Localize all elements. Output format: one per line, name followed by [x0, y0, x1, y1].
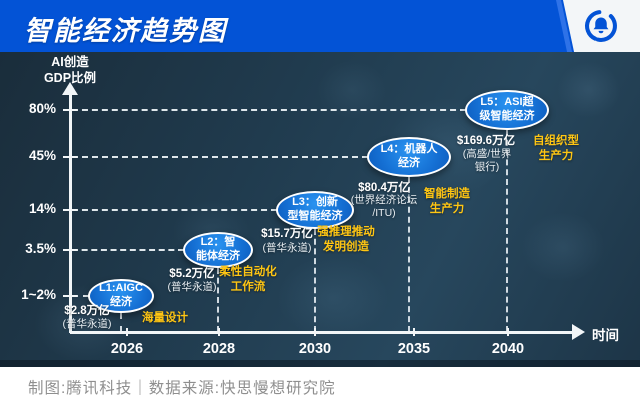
dropline-2035 [408, 177, 410, 332]
x-tick-label: 2040 [491, 341, 525, 357]
chart-bottom-shade [0, 360, 640, 367]
stage-bubble-l4: L4：机器人 经济 [367, 137, 451, 177]
stage-feature-l5: 自组织型 生产力 [533, 135, 579, 162]
stage-bubble-l2: L2：智 能体经济 [183, 232, 253, 268]
stage-feature-l2: 柔性自动化 工作流 [219, 266, 277, 293]
trend-chart: AI创造 GDP比例 时间 80% 45% 14% 3.5% 1~2% 2026… [0, 52, 640, 367]
y-tick-label: 1~2% [21, 287, 56, 302]
tencent-tech-bell-logo-icon [583, 8, 619, 44]
y-tick-label: 80% [28, 101, 56, 116]
stage-feature-l1: 海量设计 [142, 312, 188, 324]
y-tick-mark [63, 109, 77, 111]
y-tick-mark [63, 209, 77, 211]
y-axis [69, 94, 72, 333]
dropline-2028 [217, 268, 219, 332]
y-tick-label: 3.5% [25, 241, 56, 256]
x-tick-label: 2030 [298, 341, 332, 357]
stage-bubble-l1: L1:AIGC 经济 [88, 279, 154, 313]
y-tick-label: 45% [28, 148, 56, 163]
stage-value-l5: $169.6万亿 [456, 135, 516, 147]
x-tick-mark [413, 328, 415, 336]
x-tick-label: 2026 [110, 341, 144, 357]
gridline-3-5pct [72, 249, 184, 251]
stage-value-l4: $80.4万亿 [358, 182, 410, 194]
stage-feature-l3: 强推理推动 发明创造 [317, 226, 375, 253]
y-tick-mark [63, 249, 77, 251]
footer-bar: 制图:腾讯科技｜数据来源:快思慢想研究院 [0, 367, 640, 415]
header-bar: 智能经济趋势图 [0, 0, 640, 52]
stage-source-l2: (普华永道) [167, 281, 217, 293]
stage-source-l5: (高盛/世界 银行) [462, 148, 512, 173]
y-axis-title: AI创造 GDP比例 [43, 55, 97, 86]
stage-source-l3: (普华永道) [262, 242, 312, 254]
x-tick-mark [218, 328, 220, 336]
x-axis [70, 331, 575, 334]
stage-source-l1: (普华永道) [62, 318, 112, 330]
x-axis-title: 时间 [592, 328, 619, 343]
dropline-2026 [120, 313, 122, 332]
dropline-2040 [506, 130, 508, 332]
credit-line: 制图:腾讯科技｜数据来源:快思慢想研究院 [28, 380, 336, 397]
x-axis-arrow-icon [572, 324, 585, 340]
stage-value-l3: $15.7万亿 [261, 228, 313, 240]
gridline-80pct [72, 109, 466, 111]
stage-bubble-l3: L3：创新 型智能经济 [276, 191, 354, 229]
stage-feature-l4: 智能制造 生产力 [424, 188, 470, 215]
gridline-45pct [72, 156, 368, 158]
x-tick-label: 2028 [202, 341, 236, 357]
page-title: 智能经济趋势图 [24, 16, 227, 46]
gridline-14pct [72, 209, 277, 211]
x-tick-mark [507, 328, 509, 336]
dropline-2030 [314, 229, 316, 332]
y-tick-mark [63, 156, 77, 158]
y-tick-mark [63, 295, 77, 297]
gridline-1-2pct [72, 295, 89, 297]
x-tick-mark [126, 328, 128, 336]
stage-bubble-l5: L5：ASI超 级智能经济 [465, 90, 549, 130]
y-axis-arrow-icon [62, 82, 78, 95]
x-tick-mark [314, 328, 316, 336]
stage-value-l1: $2.8万亿 [64, 305, 110, 317]
x-tick-label: 2035 [397, 341, 431, 357]
y-tick-label: 14% [28, 201, 56, 216]
stage-source-l4: (世界经济论坛 /ITU) [350, 194, 418, 219]
stage-value-l2: $5.2万亿 [169, 268, 215, 280]
